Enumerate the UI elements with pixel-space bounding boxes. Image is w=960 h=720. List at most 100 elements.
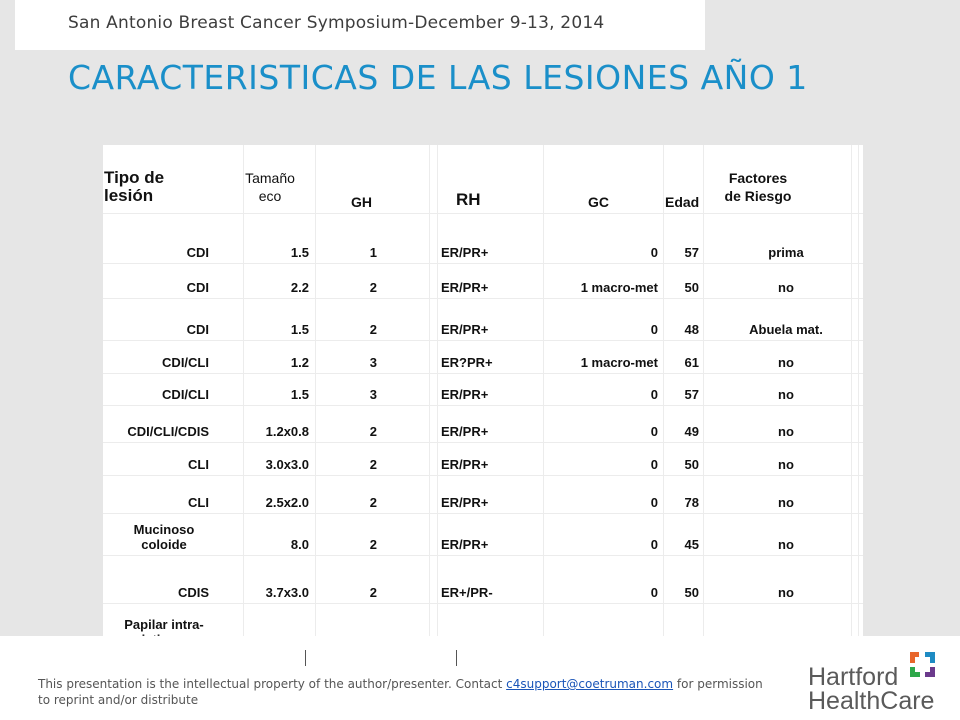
cell-gh: 2 bbox=[369, 457, 377, 472]
cell-tamano: 1.5 bbox=[290, 387, 309, 402]
cell-tipo: CDI/CLI bbox=[162, 387, 209, 402]
cell-tamano: 8.0 bbox=[290, 537, 309, 552]
footer-tick bbox=[456, 650, 457, 666]
cell-rh: ER+/PR- bbox=[441, 585, 493, 600]
cell-gc: 0 bbox=[650, 585, 658, 600]
cell-gh: 3 bbox=[369, 387, 377, 402]
cell-edad: 57 bbox=[684, 387, 699, 402]
cell-gc: 0 bbox=[650, 387, 658, 402]
header-gh: GH bbox=[351, 194, 372, 210]
cell-tipo: CLI bbox=[188, 495, 209, 510]
cell-edad: 57 bbox=[684, 245, 699, 260]
cell-gc: 0 bbox=[650, 424, 658, 439]
cell-tipo: Mucinoso coloide bbox=[103, 522, 225, 552]
cell-gh: 2 bbox=[369, 495, 377, 510]
cell-edad: 61 bbox=[684, 355, 699, 370]
footer-text-after: for permission to reprint and/or distrib… bbox=[38, 677, 763, 707]
cell-rh: ER/PR+ bbox=[441, 457, 489, 472]
cell-rh: ER/PR+ bbox=[441, 245, 489, 260]
cell-gh: 2 bbox=[369, 537, 377, 552]
cell-tipo: CDI/CLI bbox=[162, 355, 209, 370]
cell-gc: 0 bbox=[650, 495, 658, 510]
footer-band bbox=[0, 636, 960, 720]
cell-rh: ER/PR+ bbox=[441, 537, 489, 552]
cell-gc: 0 bbox=[650, 322, 658, 337]
logo-wordmark: Hartford HealthCare bbox=[808, 663, 935, 715]
cell-gh: 2 bbox=[369, 322, 377, 337]
header-tipo-line1: Tipo de bbox=[104, 168, 165, 187]
cell-edad: 50 bbox=[684, 280, 699, 295]
cell-rh: ER?PR+ bbox=[441, 355, 493, 370]
cell-tamano: 1.5 bbox=[290, 245, 309, 260]
cell-gh: 2 bbox=[369, 424, 377, 439]
page-title: CARACTERISTICAS DE LAS LESIONES AÑO 1 bbox=[68, 58, 808, 97]
cell-factores: no bbox=[778, 280, 794, 295]
table-row: CDIS 3.7x3.0 2 ER+/PR- 0 50 no bbox=[103, 555, 863, 604]
contact-email-link[interactable]: c4support@coetruman.com bbox=[506, 677, 674, 691]
header-tamano-line2: eco bbox=[258, 188, 282, 204]
hartford-healthcare-logo-mark bbox=[910, 652, 935, 677]
footer-notice: This presentation is the intellectual pr… bbox=[38, 676, 778, 708]
cell-rh: ER/PR+ bbox=[441, 322, 489, 337]
cell-tipo: CDI bbox=[186, 280, 209, 295]
cell-tipo-line: coloide bbox=[141, 537, 187, 552]
cell-factores: no bbox=[778, 585, 794, 600]
header-gc: GC bbox=[588, 194, 609, 210]
cell-tamano: 3.0x3.0 bbox=[265, 457, 309, 472]
cell-gc: 0 bbox=[650, 457, 658, 472]
header-band bbox=[15, 0, 705, 50]
header-factores-line2: de Riesgo bbox=[724, 188, 792, 204]
conference-name: San Antonio Breast Cancer Symposium-Dece… bbox=[68, 13, 605, 33]
footer-text-before: This presentation is the intellectual pr… bbox=[38, 677, 507, 691]
header-tamano-line1: Tamaño bbox=[245, 170, 295, 186]
header-factores: Factores de Riesgo bbox=[713, 169, 803, 205]
cell-tipo: CDI/CLI/CDIS bbox=[127, 424, 209, 439]
cell-factores: no bbox=[778, 495, 794, 510]
header-tamano: Tamaño eco bbox=[230, 169, 310, 205]
logo-line1: Hartford bbox=[808, 663, 899, 691]
cell-factores: no bbox=[778, 537, 794, 552]
cell-tipo-line: Papilar intra- bbox=[124, 617, 204, 632]
cell-rh: ER/PR+ bbox=[441, 424, 489, 439]
cell-gh: 2 bbox=[369, 585, 377, 600]
cell-tipo: CDIS bbox=[177, 585, 209, 600]
cell-rh: ER/PR+ bbox=[441, 495, 489, 510]
cell-gc: 1 macro-met bbox=[580, 355, 658, 370]
table-row: CDI/CLI 1.2 3 ER?PR+ 1 macro-met 61 no bbox=[103, 340, 863, 374]
table-row: CDI/CLI 1.5 3 ER/PR+ 0 57 no bbox=[103, 373, 863, 406]
cell-gc: 0 bbox=[650, 537, 658, 552]
lesion-table: Tipo de lesión Tamaño eco GH RH GC Edad … bbox=[103, 145, 863, 666]
cell-factores: Abuela mat. bbox=[749, 322, 823, 337]
cell-edad: 45 bbox=[684, 537, 699, 552]
table-row: Mucinoso coloide 8.0 2 ER/PR+ 0 45 no bbox=[103, 513, 863, 556]
cell-factores: no bbox=[778, 387, 794, 402]
cell-tamano: 1.2 bbox=[290, 355, 309, 370]
cell-edad: 50 bbox=[684, 457, 699, 472]
header-factores-line1: Factores bbox=[728, 170, 788, 186]
cell-tamano: 1.5 bbox=[290, 322, 309, 337]
cell-rh: ER/PR+ bbox=[441, 280, 489, 295]
header-row bbox=[103, 145, 863, 214]
cell-gh: 1 bbox=[369, 245, 377, 260]
cell-tipo: CDI bbox=[186, 322, 209, 337]
table-row: CLI 2.5x2.0 2 ER/PR+ 0 78 no bbox=[103, 475, 863, 514]
cell-gc: 0 bbox=[650, 245, 658, 260]
cell-gh: 2 bbox=[369, 280, 377, 295]
header-rh: RH bbox=[456, 190, 481, 209]
cell-tipo-line: Mucinoso bbox=[133, 522, 195, 537]
cell-tamano: 2.5x2.0 bbox=[265, 495, 309, 510]
table-row: CDI/CLI/CDIS 1.2x0.8 2 ER/PR+ 0 49 no bbox=[103, 405, 863, 443]
logo-line2: HealthCare bbox=[808, 687, 935, 715]
cell-tamano: 3.7x3.0 bbox=[265, 585, 309, 600]
cell-tipo: CLI bbox=[188, 457, 209, 472]
cell-edad: 50 bbox=[684, 585, 699, 600]
footer-tick bbox=[305, 650, 306, 666]
cell-tamano: 1.2x0.8 bbox=[265, 424, 309, 439]
table-row: CLI 3.0x3.0 2 ER/PR+ 0 50 no bbox=[103, 442, 863, 476]
cell-gc: 1 macro-met bbox=[580, 280, 658, 295]
header-tipo: Tipo de lesión bbox=[104, 169, 164, 205]
table-row: CDI 1.5 2 ER/PR+ 0 48 Abuela mat. bbox=[103, 298, 863, 341]
header-tipo-line2: lesión bbox=[104, 186, 154, 205]
cell-edad: 49 bbox=[684, 424, 699, 439]
cell-factores: prima bbox=[768, 245, 804, 260]
